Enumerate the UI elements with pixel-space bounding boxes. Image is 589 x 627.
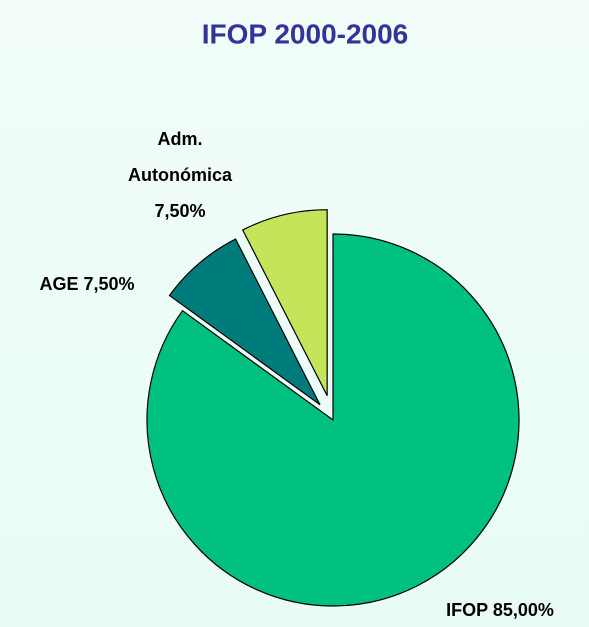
pie-slice [146,233,520,607]
label-name: Adm. Autonómica [128,129,233,185]
slice-label: IFOP 85,00% [446,600,554,620]
label-value: 7,50% [83,274,134,294]
label-value: 85,00% [493,600,554,620]
label-name: IFOP [446,600,488,620]
pie-slice [168,238,321,406]
label-name: AGE [39,274,78,294]
pie-slice [241,209,328,396]
chart-title: IFOP 2000-2006 [202,18,409,49]
slice-label: AGE 7,50% [39,274,134,294]
label-value: 7,50% [154,201,205,221]
